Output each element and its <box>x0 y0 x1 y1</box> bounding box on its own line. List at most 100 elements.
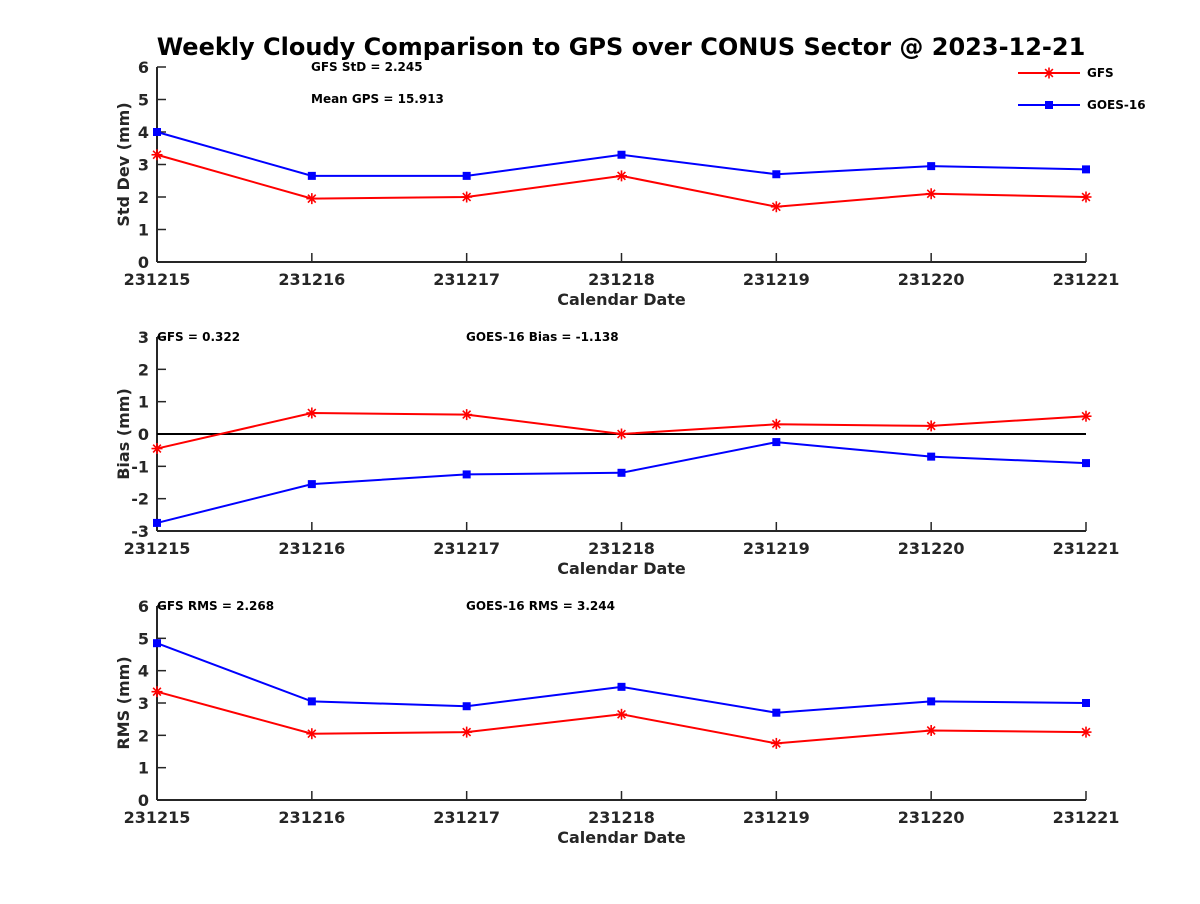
data-point-gfs <box>461 191 473 203</box>
y-tick-label: 0 <box>138 425 149 444</box>
y-tick-label: 3 <box>138 156 149 175</box>
data-point-goes-16 <box>307 697 316 706</box>
y-tick-label: 2 <box>138 188 149 207</box>
x-tick-label: 231219 <box>743 270 810 289</box>
y-tick-label: 2 <box>138 360 149 379</box>
chart-title: Weekly Cloudy Comparison to GPS over CON… <box>157 33 1086 61</box>
x-tick-label: 231215 <box>124 808 191 827</box>
y-tick-label: 1 <box>138 393 149 412</box>
data-point-gfs <box>925 420 937 432</box>
y-axis-title: Bias (mm) <box>114 388 133 480</box>
x-tick-label: 231215 <box>124 270 191 289</box>
legend-marker <box>1045 101 1053 109</box>
y-axis-title: Std Dev (mm) <box>114 102 133 226</box>
series-line-goes-16 <box>156 642 1087 714</box>
y-tick-label: 1 <box>138 221 149 240</box>
y-tick-label: 2 <box>138 726 149 745</box>
y-tick-label: 5 <box>138 91 149 110</box>
legend-label: GFS <box>1087 66 1114 80</box>
data-point-goes-16 <box>927 697 936 706</box>
stat-annotation: GOES-16 Bias = -1.138 <box>466 330 619 344</box>
data-point-goes-16 <box>307 480 316 489</box>
legend-entry-gfs: GFS <box>1018 66 1114 80</box>
data-point-goes-16 <box>1082 165 1090 174</box>
y-tick-label: 0 <box>138 253 149 272</box>
data-point-gfs <box>770 418 782 430</box>
data-point-goes-16 <box>927 162 936 171</box>
x-tick-label: 231219 <box>743 808 810 827</box>
data-point-goes-16 <box>462 171 471 180</box>
x-tick-label: 231218 <box>588 539 655 558</box>
data-point-gfs <box>151 686 163 698</box>
x-axis-title: Calendar Date <box>557 559 686 578</box>
data-point-goes-16 <box>617 150 626 159</box>
y-tick-label: -2 <box>131 490 149 509</box>
data-point-gfs <box>151 149 163 161</box>
x-tick-label: 231218 <box>588 270 655 289</box>
data-point-goes-16 <box>772 170 781 179</box>
stat-annotation: GFS = 0.322 <box>157 330 240 344</box>
x-tick-label: 231220 <box>898 539 965 558</box>
y-axis-title: RMS (mm) <box>114 656 133 749</box>
data-point-goes-16 <box>153 518 161 527</box>
x-tick-label: 231217 <box>433 270 500 289</box>
series-line-goes-16 <box>156 441 1087 524</box>
y-tick-label: 1 <box>138 759 149 778</box>
x-tick-label: 231218 <box>588 808 655 827</box>
data-point-gfs <box>616 708 627 720</box>
y-tick-label: 4 <box>138 123 149 142</box>
stat-annotation: GFS StD = 2.245 <box>311 60 423 74</box>
data-point-gfs <box>770 737 782 749</box>
x-tick-label: 231221 <box>1053 808 1120 827</box>
x-tick-label: 231219 <box>743 539 810 558</box>
y-tick-label: 6 <box>138 597 149 616</box>
x-tick-label: 231221 <box>1053 539 1120 558</box>
chart-legend: GFS GOES-16 <box>1018 66 1146 112</box>
x-tick-label: 231216 <box>278 270 345 289</box>
data-point-goes-16 <box>153 128 161 136</box>
y-tick-label: 3 <box>138 328 149 347</box>
x-axis-title: Calendar Date <box>557 828 686 847</box>
data-point-gfs <box>306 728 318 740</box>
data-point-goes-16 <box>927 452 936 461</box>
y-tick-label: 0 <box>138 791 149 810</box>
stat-annotation: GOES-16 RMS = 3.244 <box>466 599 615 613</box>
y-tick-label: 5 <box>138 629 149 648</box>
x-axis-title: Calendar Date <box>557 290 686 309</box>
y-tick-label: -1 <box>131 457 149 476</box>
legend-marker <box>1043 67 1055 79</box>
y-tick-label: 6 <box>138 58 149 77</box>
data-point-gfs <box>925 724 937 736</box>
x-tick-label: 231216 <box>278 539 345 558</box>
x-tick-label: 231216 <box>278 808 345 827</box>
data-point-goes-16 <box>617 682 626 691</box>
legend-entry-goes-16: GOES-16 <box>1018 98 1146 112</box>
data-point-goes-16 <box>307 171 316 180</box>
data-point-gfs <box>770 201 782 213</box>
data-point-gfs <box>1080 726 1092 738</box>
data-point-gfs <box>616 170 627 182</box>
data-point-goes-16 <box>772 708 781 717</box>
y-tick-label: -3 <box>131 522 149 541</box>
x-tick-label: 231217 <box>433 539 500 558</box>
data-point-gfs <box>461 409 473 421</box>
x-tick-label: 231220 <box>898 270 965 289</box>
data-point-gfs <box>461 726 473 738</box>
data-point-gfs <box>306 193 318 205</box>
chart-panel-3: 0 1 2 3 4 5 6 231215 231216 231217 231218 231219 231… <box>114 597 1119 847</box>
data-point-goes-16 <box>1082 699 1090 707</box>
stat-annotation: Mean GPS = 15.913 <box>311 92 444 106</box>
x-tick-label: 231215 <box>124 539 191 558</box>
legend-label: GOES-16 <box>1087 98 1146 112</box>
data-point-goes-16 <box>1082 459 1090 468</box>
data-point-gfs <box>1080 191 1092 203</box>
data-point-gfs <box>306 407 318 419</box>
data-point-gfs <box>1080 410 1092 422</box>
data-point-goes-16 <box>462 470 471 479</box>
y-tick-label: 3 <box>138 694 149 713</box>
data-point-gfs <box>151 443 163 455</box>
x-tick-label: 231220 <box>898 808 965 827</box>
